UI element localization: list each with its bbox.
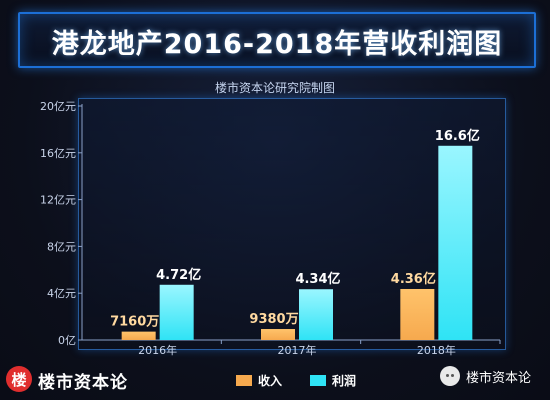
legend-label-revenue: 收入 [258,374,283,388]
title-banner: 港龙地产2016-2018年营收利润图 [18,12,536,68]
bar-revenue [121,331,156,340]
data-label-profit: 16.6亿 [435,128,480,144]
legend-label-profit: 利润 [332,374,357,388]
wechat-icon [440,366,460,386]
y-tick-label: 4亿元 [47,287,76,300]
x-tick-label: 2017年 [278,343,317,357]
legend-swatch-profit [310,375,326,386]
data-label-profit: 4.34亿 [295,271,340,287]
y-tick-label: 16亿元 [40,147,76,160]
chart-title: 港龙地产2016-2018年营收利润图 [51,29,503,60]
brand-logo-char: 楼 [11,370,27,389]
legend-item-profit: 利润 [310,372,356,389]
plot-panel [78,98,506,350]
bar-revenue [400,288,435,340]
x-tick-label: 2016年 [138,343,177,357]
bar-profit [438,145,473,340]
y-tick-label: 0亿 [58,334,76,347]
y-tick-label: 8亿元 [47,240,76,253]
bar-profit [299,289,333,340]
y-tick-label: 20亿元 [40,100,76,113]
bar-profit [159,284,194,340]
y-tick-label: 12亿元 [40,194,76,207]
brand-logo-icon: 楼 [6,366,32,392]
brand-name: 楼市资本论 [38,373,128,393]
data-label-profit: 4.72亿 [156,267,201,283]
wechat-label: 楼市资本论 [466,370,532,386]
data-label-revenue: 7160万 [110,315,159,330]
bar-revenue [261,329,295,340]
legend-swatch-revenue [236,375,252,386]
wechat-account: 楼市资本论 [440,366,531,386]
chart-source: 楼市资本论研究院制图 [214,81,335,95]
data-label-revenue: 9380万 [249,312,298,327]
legend-item-revenue: 收入 [236,372,282,389]
x-tick-label: 2018年 [417,343,456,357]
data-label-revenue: 4.36亿 [391,271,436,287]
